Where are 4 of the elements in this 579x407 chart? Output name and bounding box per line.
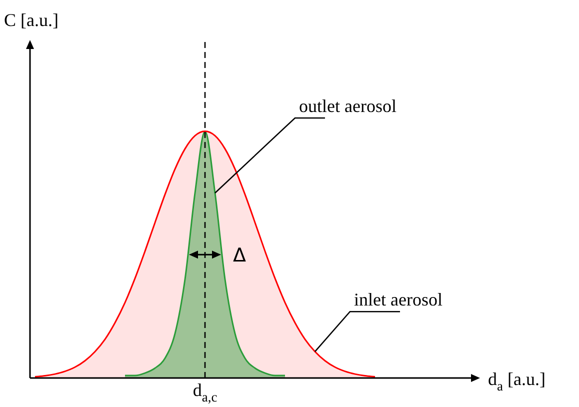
text: inlet aerosol — [354, 290, 442, 310]
annotation: Δ — [233, 244, 246, 267]
text: C [a.u.] — [4, 10, 58, 30]
text: outlet aerosol — [299, 96, 396, 116]
